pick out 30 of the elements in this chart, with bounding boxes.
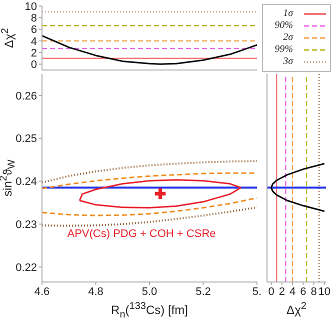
x-axis-title: R$_{n}$($^{133}$Cs) [fm] (110, 301, 189, 320)
legend-label: 90% (274, 20, 293, 32)
x-tick-label: 4.8 (88, 286, 104, 298)
legend-label: 2σ (282, 32, 293, 44)
y-tick-label: 2 (30, 47, 37, 60)
y-tick-label: 10 (24, 0, 37, 13)
x-tick-label: 5. (252, 286, 262, 298)
legend-label: 99% (274, 44, 293, 56)
y-tick-label: 0.24 (16, 176, 37, 188)
legend-label: 3σ (282, 56, 293, 68)
x-tick-label: 8 (310, 286, 317, 298)
y-tick-label: 0.25 (16, 133, 37, 146)
legend-label: 1σ (282, 8, 293, 20)
x-axis-title: Δχ$^{2}$ (286, 301, 308, 317)
x-tick-label: 10 (318, 286, 331, 298)
x-tick-label: 4.6 (34, 286, 50, 298)
x-tick-label: 0 (268, 286, 274, 298)
x-tick-label: 5.0 (142, 286, 158, 298)
y-tick-label: 0.26 (16, 90, 37, 102)
x-tick-label: 5.2 (196, 286, 211, 298)
x-tick-label: 2 (278, 286, 285, 298)
x-tick-label: 6 (300, 286, 306, 298)
y-tick-label: 8 (30, 12, 37, 25)
y-tick-label: 4 (30, 36, 37, 48)
y-tick-label: 0.22 (16, 262, 37, 274)
y-tick-label: 0 (30, 59, 37, 72)
y-tick-label: 0.23 (16, 219, 37, 232)
annotation: APV(Cs) PDG + COH + CSRe (67, 228, 216, 240)
y-tick-label: 6 (30, 24, 37, 36)
x-tick-label: 4 (289, 286, 296, 298)
